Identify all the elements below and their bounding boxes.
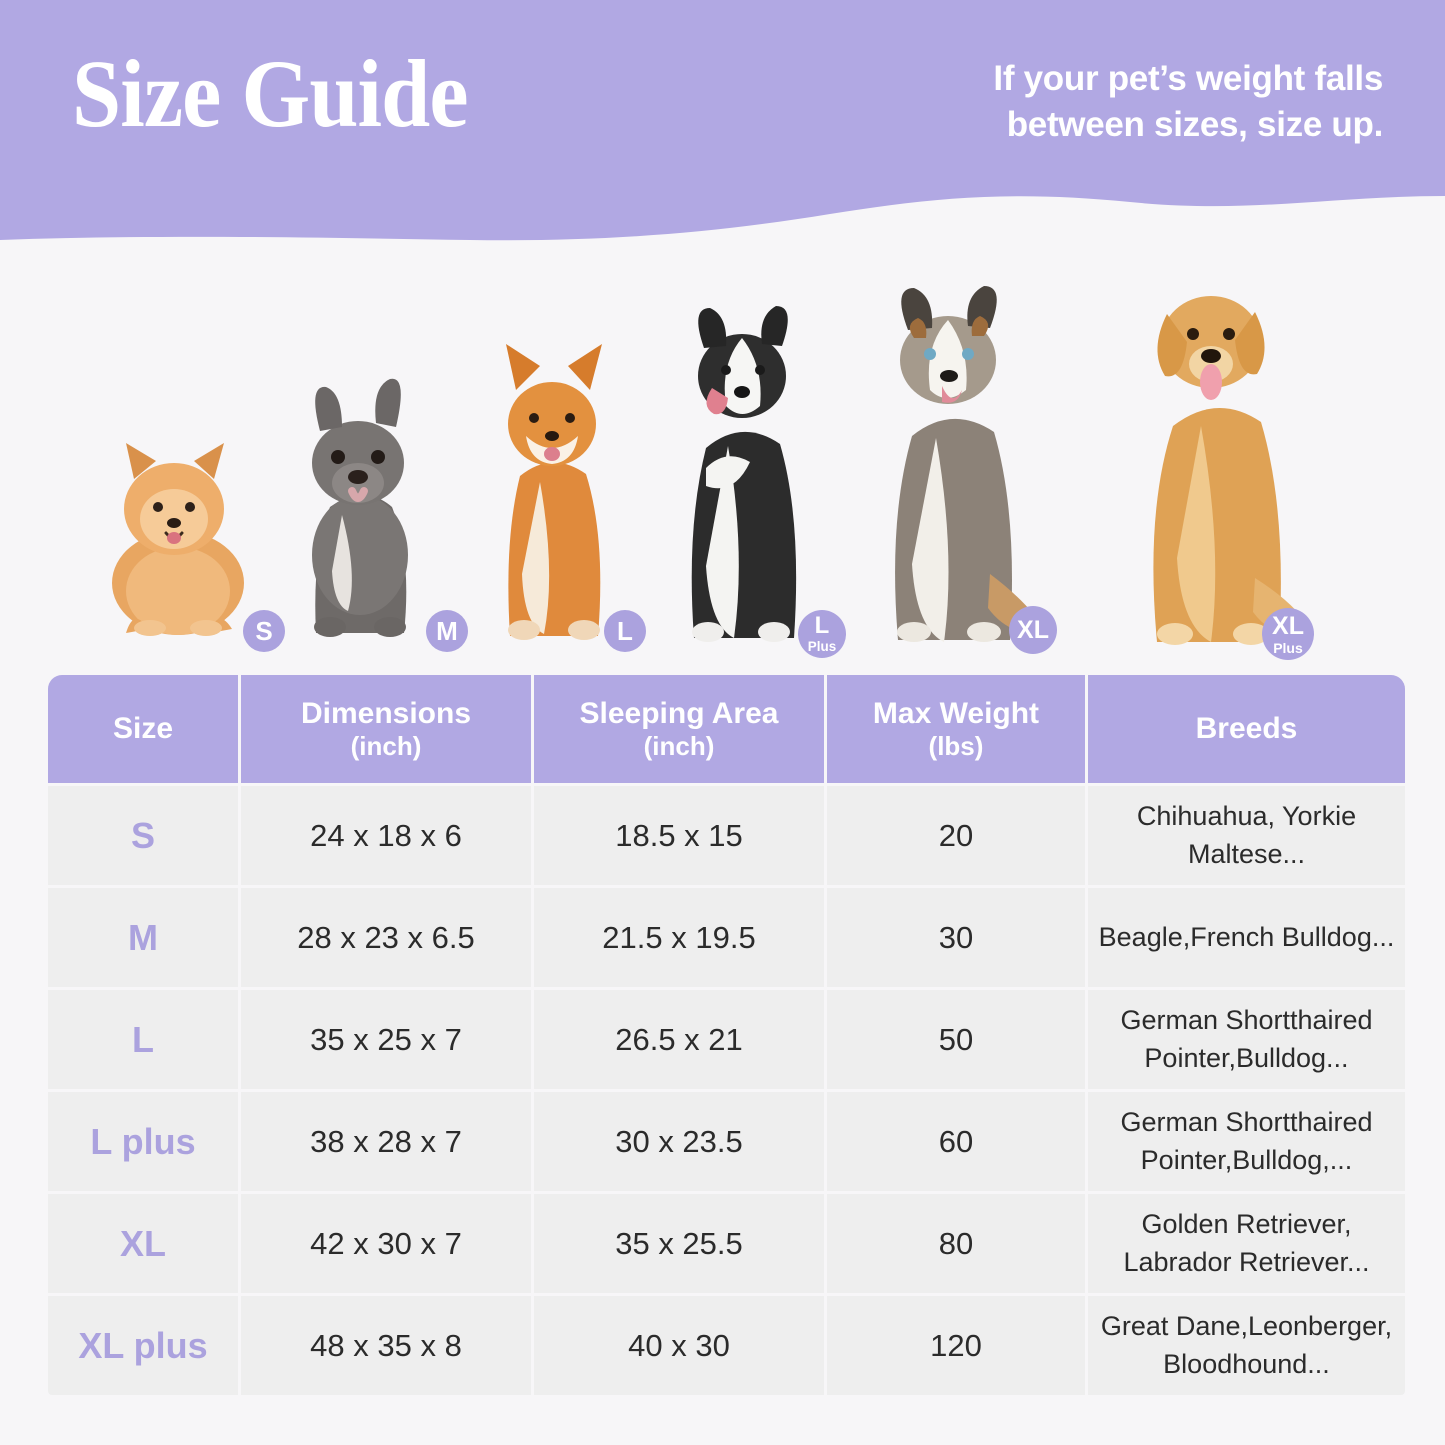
table-row: L plus 38 x 28 x 7 30 x 23.5 60 German S… [48, 1092, 1405, 1191]
badge-label-sub: Plus [1273, 639, 1303, 656]
badge-label-main: L [814, 612, 830, 640]
column-header-label: Dimensions [300, 696, 472, 730]
cell-size: L [48, 990, 238, 1089]
badge-label-main: M [436, 616, 458, 646]
badge-label-main: XL [1272, 611, 1304, 640]
header-wave-shape [0, 0, 1445, 241]
column-header-size: Size [48, 675, 238, 783]
cell-breeds: German Shortthaired Pointer,Bulldog... [1088, 990, 1405, 1089]
cell-size: M [48, 888, 238, 987]
cell-breeds: Golden Retriever, Labrador Retriever... [1088, 1194, 1405, 1293]
table-header-row: Size Dimensions (inch) Sleeping Area (in… [48, 675, 1405, 783]
cell-sleeping-area: 18.5 x 15 [534, 786, 824, 885]
column-header-label: Size [112, 712, 174, 746]
column-header-unit: (inch) [643, 731, 715, 762]
cell-breeds: Chihuahua, Yorkie Maltese... [1088, 786, 1405, 885]
column-header-label: Breeds [1195, 712, 1298, 746]
page-header: Size Guide If your pet’s weight falls be… [0, 0, 1445, 250]
dog-illustration-shiba-inu [466, 332, 641, 642]
table-row: S 24 x 18 x 6 18.5 x 15 20 Chihuahua, Yo… [48, 786, 1405, 885]
cell-dimensions: 24 x 18 x 6 [241, 786, 531, 885]
table-row: XL 42 x 30 x 7 35 x 25.5 80 Golden Retri… [48, 1194, 1405, 1293]
cell-breeds: Beagle,French Bulldog... [1088, 888, 1405, 987]
cell-size: XL [48, 1194, 238, 1293]
column-header-dimensions: Dimensions (inch) [241, 675, 531, 783]
size-badge-l-plus: L Plus [798, 610, 846, 658]
table-row: XL plus 48 x 35 x 8 40 x 30 120 Great Da… [48, 1296, 1405, 1395]
column-header-label: Sleeping Area [579, 696, 779, 730]
column-header-sleeping-area: Sleeping Area (inch) [534, 675, 824, 783]
dog-illustration-french-bulldog [268, 365, 448, 640]
badge-label-sub: Plus [807, 639, 837, 655]
table-row: M 28 x 23 x 6.5 21.5 x 19.5 30 Beagle,Fr… [48, 888, 1405, 987]
size-badge-xl: XL [1009, 606, 1057, 654]
table-row: L 35 x 25 x 7 26.5 x 21 50 German Shortt… [48, 990, 1405, 1089]
cell-sleeping-area: 35 x 25.5 [534, 1194, 824, 1293]
dog-illustration-golden-retriever [1105, 256, 1320, 648]
cell-size: S [48, 786, 238, 885]
cell-dimensions: 38 x 28 x 7 [241, 1092, 531, 1191]
cell-max-weight: 60 [827, 1092, 1085, 1191]
size-badge-m: M [426, 610, 468, 652]
cell-breeds: Great Dane,Leonberger, Bloodhound... [1088, 1296, 1405, 1395]
header-subtitle: If your pet’s weight falls between sizes… [993, 59, 1383, 144]
cell-dimensions: 48 x 35 x 8 [241, 1296, 531, 1395]
column-header-unit: (inch) [350, 731, 422, 762]
cell-sleeping-area: 21.5 x 19.5 [534, 888, 824, 987]
dog-illustration-pomeranian [88, 423, 268, 638]
size-badge-s: S [243, 610, 285, 652]
badge-label-main: S [255, 616, 273, 646]
cell-max-weight: 20 [827, 786, 1085, 885]
column-header-unit: (lbs) [928, 731, 984, 762]
size-badge-l: L [604, 610, 646, 652]
badge-label-main: XL [1017, 615, 1049, 644]
dog-illustration-australian-shepherd [850, 274, 1055, 646]
cell-sleeping-area: 26.5 x 21 [534, 990, 824, 1089]
cell-dimensions: 42 x 30 x 7 [241, 1194, 531, 1293]
cell-max-weight: 30 [827, 888, 1085, 987]
cell-size: XL plus [48, 1296, 238, 1395]
column-header-max-weight: Max Weight (lbs) [827, 675, 1085, 783]
column-header-breeds: Breeds [1088, 675, 1405, 783]
cell-size: L plus [48, 1092, 238, 1191]
page-title: Size Guide [72, 40, 469, 147]
cell-breeds: German Shortthaired Pointer,Bulldog,... [1088, 1092, 1405, 1191]
size-badge-xl-plus: XL Plus [1262, 608, 1314, 660]
cell-max-weight: 50 [827, 990, 1085, 1089]
badge-label-main: L [617, 616, 633, 646]
column-header-label: Max Weight [872, 696, 1040, 730]
cell-max-weight: 80 [827, 1194, 1085, 1293]
cell-dimensions: 35 x 25 x 7 [241, 990, 531, 1089]
dog-size-lineup: S M [0, 250, 1445, 660]
cell-dimensions: 28 x 23 x 6.5 [241, 888, 531, 987]
cell-sleeping-area: 40 x 30 [534, 1296, 824, 1395]
cell-max-weight: 120 [827, 1296, 1085, 1395]
dog-illustration-border-collie [650, 292, 835, 644]
cell-sleeping-area: 30 x 23.5 [534, 1092, 824, 1191]
size-guide-table: Size Dimensions (inch) Sleeping Area (in… [45, 672, 1408, 1398]
